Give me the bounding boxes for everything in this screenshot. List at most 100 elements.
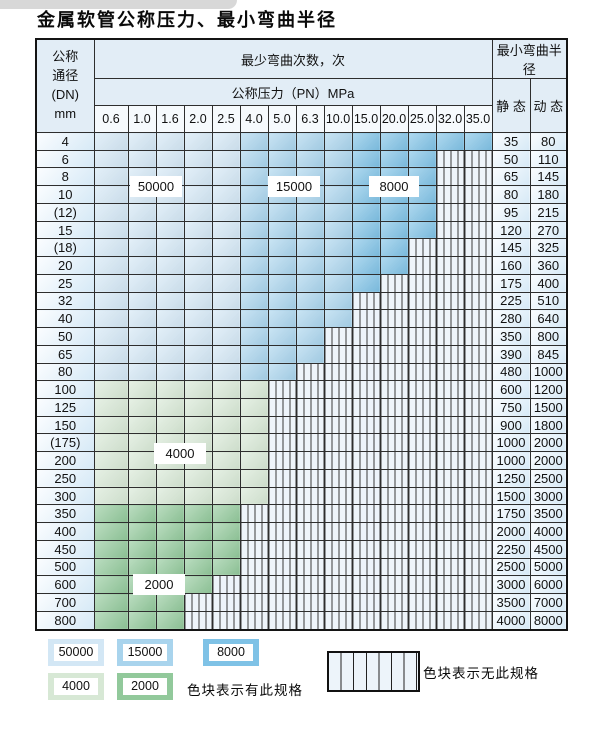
pressure-col-2.5: 2.5 <box>211 105 241 133</box>
spec-cell-unavailable <box>435 610 465 631</box>
spec-cell-unavailable <box>295 593 325 612</box>
spec-cell-unavailable <box>463 273 493 293</box>
spec-cell-available <box>295 220 325 240</box>
spec-cell-unavailable <box>463 309 493 329</box>
spec-cell-unavailable <box>463 202 493 222</box>
spec-cell-available <box>211 238 241 258</box>
spec-cell-available <box>127 291 157 311</box>
spec-cell-available <box>323 149 353 169</box>
spec-cell-available <box>183 238 213 258</box>
dn-cell: 150 <box>35 415 95 435</box>
static-radius-value: 50 <box>491 149 531 169</box>
spec-cell-available <box>183 415 213 435</box>
spec-cell-available <box>323 256 353 275</box>
spec-cell-unavailable <box>267 539 297 559</box>
dn-cell: (175) <box>35 433 95 453</box>
spec-cell-unavailable <box>463 149 493 169</box>
table-row-dn-600: 600 3000 6000 <box>35 575 568 595</box>
table-row-dn-4: 4 35 80 <box>35 132 568 151</box>
spec-cell-available <box>295 149 325 169</box>
page-title: 金属软管公称压力、最小弯曲半径 <box>37 10 337 30</box>
spec-cell-available <box>155 380 185 400</box>
dn-cell: 300 <box>35 486 95 506</box>
spec-cell-available <box>323 291 353 311</box>
spec-cell-available <box>435 132 465 151</box>
dn-cell: (18) <box>35 238 95 258</box>
spec-cell-available <box>93 504 129 524</box>
spec-cell-unavailable <box>351 451 381 470</box>
dn-header-line: 通径 <box>52 68 79 84</box>
pressure-col-10.0: 10.0 <box>323 105 353 133</box>
spec-cell-unavailable <box>435 539 465 559</box>
dn-header-line: (DN) <box>51 87 79 102</box>
spec-cell-unavailable <box>267 610 297 631</box>
spec-cell-available <box>295 309 325 329</box>
pressure-col-32.0: 32.0 <box>435 105 465 133</box>
pressure-col-2.0: 2.0 <box>183 105 213 133</box>
spec-cell-available <box>93 132 129 151</box>
spec-cell-available <box>267 202 297 222</box>
spec-cell-unavailable <box>463 362 493 382</box>
pressure-col-6.3: 6.3 <box>295 105 325 133</box>
spec-cell-unavailable <box>295 380 325 400</box>
spec-cell-available <box>211 273 241 293</box>
spec-cell-available <box>155 309 185 329</box>
spec-cell-available <box>127 273 157 293</box>
spec-cell-available <box>93 539 129 559</box>
spec-cell-unavailable <box>463 220 493 240</box>
spec-cell-unavailable <box>323 593 353 612</box>
spec-cell-unavailable <box>183 593 213 612</box>
spec-cell-available <box>323 202 353 222</box>
static-radius-value: 1500 <box>491 486 531 506</box>
spec-cell-unavailable <box>323 380 353 400</box>
legend-swatch-label: 15000 <box>123 644 167 661</box>
spec-cell-available <box>127 344 157 364</box>
spec-cell-available <box>183 132 213 151</box>
spec-cell-available <box>239 398 269 417</box>
dn-cell: 8 <box>35 167 95 187</box>
spec-cell-available <box>211 167 241 187</box>
spec-cell-unavailable <box>295 522 325 541</box>
spec-cell-available <box>93 291 129 311</box>
spec-cell-unavailable <box>463 433 493 453</box>
legend-swatch-50000: 50000 <box>48 639 104 666</box>
spec-cell-available <box>93 557 129 577</box>
spec-cell-available <box>155 202 185 222</box>
spec-cell-unavailable <box>407 486 437 506</box>
spec-cell-available <box>93 380 129 400</box>
spec-cell-unavailable <box>239 522 269 541</box>
spec-cell-available <box>323 273 353 293</box>
spec-cell-unavailable <box>379 486 409 506</box>
spec-cell-available <box>127 610 157 631</box>
spec-cell-available <box>351 273 381 293</box>
spec-cell-unavailable <box>463 557 493 577</box>
spec-cell-available <box>239 327 269 346</box>
spec-cell-unavailable <box>379 610 409 631</box>
spec-cell-unavailable <box>379 451 409 470</box>
spec-cell-available <box>127 202 157 222</box>
spec-cell-unavailable <box>351 522 381 541</box>
spec-cell-available <box>295 256 325 275</box>
spec-cell-available <box>183 398 213 417</box>
spec-cell-available <box>183 327 213 346</box>
spec-cell-available <box>93 468 129 488</box>
spec-cell-unavailable <box>379 522 409 541</box>
spec-cell-unavailable <box>463 610 493 631</box>
spec-cell-unavailable <box>323 362 353 382</box>
spec-cell-unavailable <box>463 380 493 400</box>
table-row-dn-200: 200 1000 2000 <box>35 451 568 470</box>
spec-cell-unavailable <box>379 362 409 382</box>
dynamic-radius-value: 360 <box>529 256 568 275</box>
dynamic-radius-value: 1200 <box>529 380 568 400</box>
spec-cell-unavailable <box>463 486 493 506</box>
table-row-dn-80: 80 480 1000 <box>35 362 568 382</box>
spec-cell-unavailable <box>435 415 465 435</box>
spec-cell-available <box>239 415 269 435</box>
spec-cell-available <box>183 486 213 506</box>
spec-cell-unavailable <box>267 504 297 524</box>
spec-cell-unavailable <box>435 486 465 506</box>
spec-cell-available <box>183 380 213 400</box>
spec-cell-available <box>323 238 353 258</box>
dynamic-radius-value: 510 <box>529 291 568 311</box>
